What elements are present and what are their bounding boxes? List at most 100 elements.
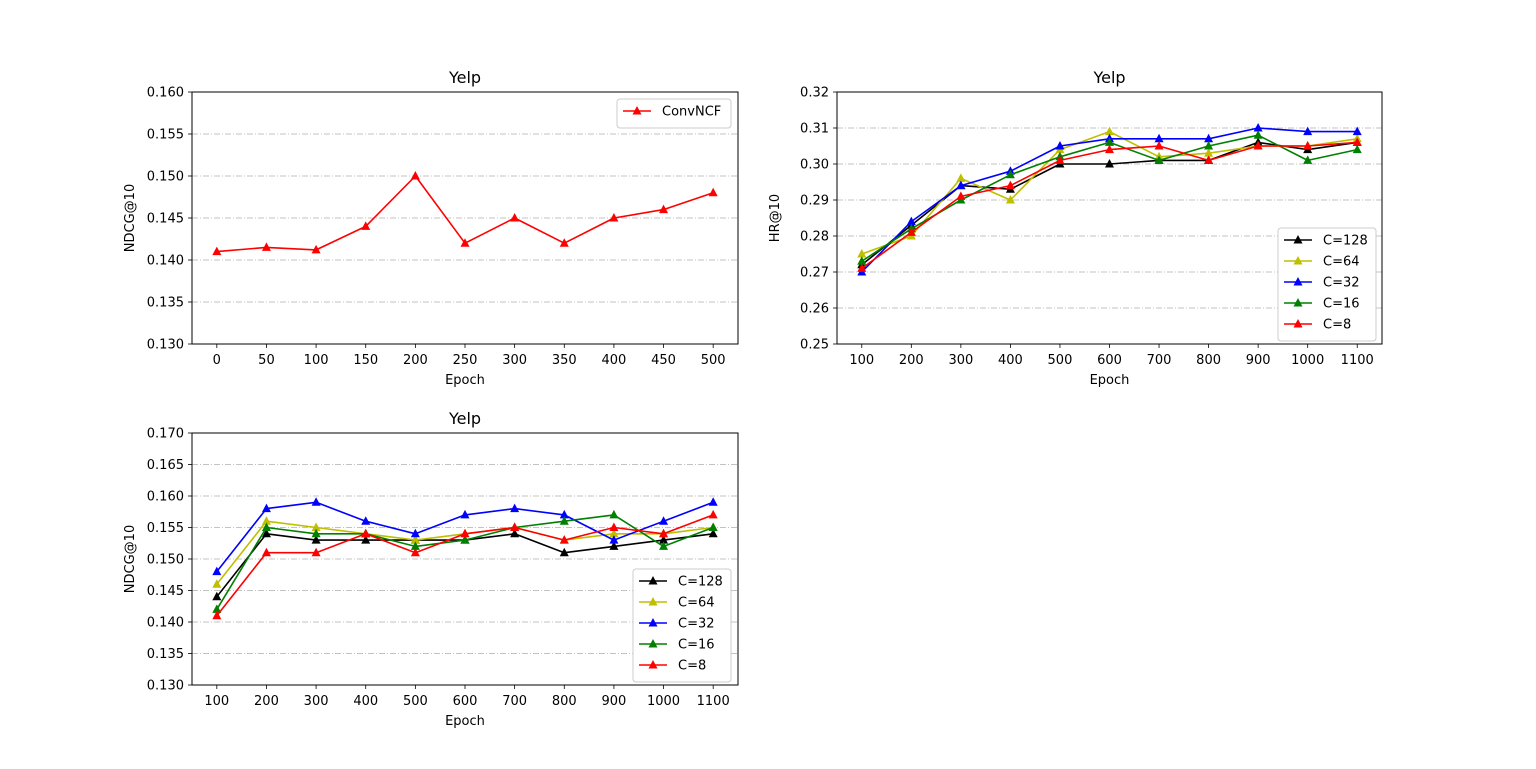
chart-ndcg-convncf: 0.130 0.135 0.140 0.145 0.150 0.155 0.160 0 50 10… bbox=[123, 68, 739, 388]
x-tick-label: 700 bbox=[1147, 353, 1172, 368]
data-point bbox=[659, 535, 669, 544]
data-point bbox=[510, 503, 520, 513]
y-tick-label: 0.155 bbox=[147, 128, 184, 143]
data-point bbox=[1253, 130, 1263, 139]
x-tick-label: 900 bbox=[1246, 353, 1271, 368]
data-point bbox=[311, 497, 321, 506]
data-point bbox=[1105, 126, 1114, 136]
chart-title: Yelp bbox=[448, 68, 481, 87]
data-point bbox=[1352, 137, 1362, 146]
data-point bbox=[261, 242, 271, 251]
data-point bbox=[659, 528, 669, 538]
data-point bbox=[261, 528, 271, 538]
x-tick-label: 1100 bbox=[697, 694, 730, 709]
data-point bbox=[1253, 123, 1263, 132]
data-point bbox=[361, 516, 371, 525]
data-point bbox=[1154, 155, 1164, 164]
data-point bbox=[609, 213, 619, 222]
data-point bbox=[659, 541, 669, 550]
x-tick-label: 50 bbox=[258, 353, 275, 368]
y-tick-label: 0.135 bbox=[147, 647, 184, 662]
data-point bbox=[559, 509, 569, 519]
y-tick-label: 0.165 bbox=[147, 458, 184, 473]
data-point bbox=[1105, 137, 1114, 146]
legend-marker bbox=[1293, 256, 1303, 265]
data-point bbox=[1303, 155, 1313, 164]
y-tick-label: 0.25 bbox=[800, 338, 829, 353]
y-tick-label: 0.31 bbox=[800, 122, 829, 137]
data-point bbox=[510, 528, 520, 538]
x-axis-label: Epoch bbox=[445, 373, 485, 388]
data-point bbox=[1055, 155, 1065, 164]
data-point bbox=[261, 547, 271, 557]
y-tick-label: 0.145 bbox=[147, 584, 184, 599]
data-point bbox=[559, 547, 569, 557]
data-point bbox=[1005, 180, 1015, 190]
legend-label: C=128 bbox=[678, 575, 723, 590]
data-point bbox=[559, 516, 569, 525]
legend-box bbox=[616, 98, 732, 129]
data-point bbox=[410, 535, 420, 544]
x-tick-label: 200 bbox=[403, 353, 428, 368]
data-point bbox=[212, 591, 222, 601]
y-tick-label: 0.150 bbox=[147, 553, 184, 568]
chart-title: Yelp bbox=[448, 409, 481, 428]
legend-box bbox=[632, 568, 732, 683]
legend: C=128 C=64 C=32 C=16 C=8 bbox=[1277, 227, 1377, 342]
y-tick-label: 0.26 bbox=[800, 302, 829, 317]
data-point bbox=[906, 227, 916, 236]
data-point bbox=[212, 246, 222, 256]
y-tick-label: 0.30 bbox=[800, 158, 829, 173]
data-point bbox=[460, 528, 470, 538]
x-tick-label: 900 bbox=[601, 694, 626, 709]
legend: C=128 C=64 C=32 C=16 C=8 bbox=[632, 568, 732, 683]
legend-box bbox=[1277, 227, 1377, 342]
legend-label: C=16 bbox=[678, 638, 715, 653]
data-point bbox=[212, 604, 222, 613]
legend-marker bbox=[1293, 298, 1303, 307]
data-point bbox=[261, 516, 271, 525]
data-point bbox=[609, 522, 619, 531]
x-tick-label: 500 bbox=[403, 694, 428, 709]
legend-marker bbox=[1293, 319, 1303, 328]
data-point bbox=[956, 173, 966, 182]
data-point bbox=[311, 522, 321, 531]
x-tick-label: 100 bbox=[204, 694, 229, 709]
y-tick-label: 0.160 bbox=[147, 490, 184, 505]
x-axis-label: Epoch bbox=[1090, 373, 1130, 388]
x-tick-label: 300 bbox=[502, 353, 527, 368]
data-point bbox=[1204, 155, 1214, 164]
data-point bbox=[410, 528, 420, 538]
legend-marker bbox=[632, 106, 642, 115]
data-point bbox=[1352, 144, 1362, 154]
data-point bbox=[410, 171, 420, 180]
data-point bbox=[1303, 141, 1313, 150]
legend-label: C=64 bbox=[678, 596, 715, 611]
data-point bbox=[410, 547, 420, 557]
y-axis-label: HR@10 bbox=[768, 194, 783, 242]
legend-label: ConvNCF bbox=[662, 105, 721, 120]
data-point bbox=[956, 191, 966, 200]
y-tick-label: 0.135 bbox=[147, 296, 184, 311]
data-point bbox=[361, 221, 371, 230]
data-point bbox=[609, 535, 619, 544]
x-tick-label: 500 bbox=[701, 353, 726, 368]
legend-label: C=8 bbox=[1323, 318, 1351, 333]
data-point bbox=[1352, 126, 1362, 136]
legend-label: C=32 bbox=[678, 617, 715, 632]
data-point bbox=[857, 249, 867, 258]
x-tick-label: 450 bbox=[651, 353, 676, 368]
y-tick-label: 0.130 bbox=[147, 679, 184, 694]
x-tick-label: 0 bbox=[213, 353, 221, 368]
data-point bbox=[708, 187, 718, 197]
legend-marker bbox=[648, 639, 658, 648]
data-point bbox=[460, 238, 470, 247]
data-point bbox=[460, 509, 470, 519]
data-point bbox=[311, 528, 321, 538]
data-point bbox=[857, 256, 867, 265]
y-tick-label: 0.160 bbox=[147, 86, 184, 101]
legend-label: C=8 bbox=[678, 659, 706, 674]
y-tick-label: 0.27 bbox=[800, 266, 829, 281]
data-point bbox=[609, 509, 619, 519]
y-axis-label: NDCG@10 bbox=[123, 184, 138, 252]
